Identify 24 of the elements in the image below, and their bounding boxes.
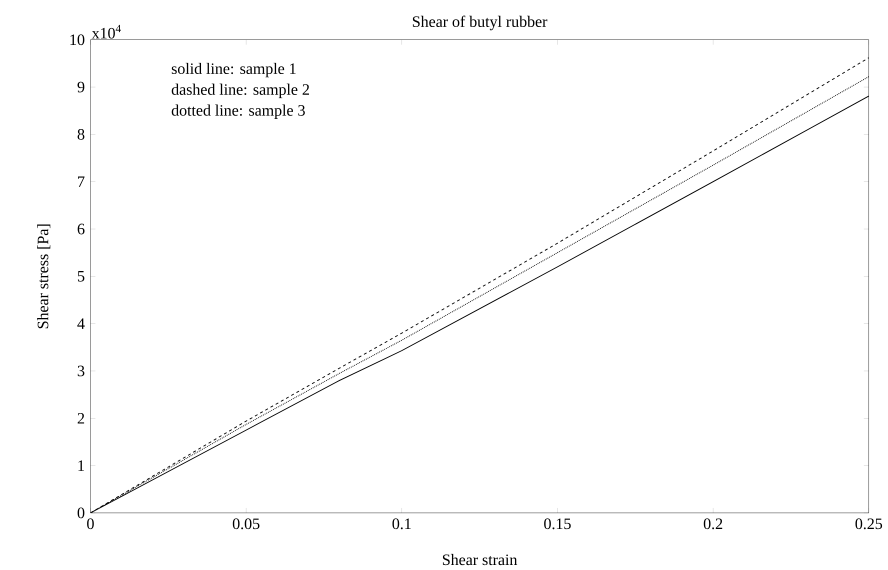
y-tick-label: 1	[78, 460, 84, 471]
x-tick-label: 0.15	[544, 518, 571, 530]
y-tick-label: 4	[77, 318, 85, 329]
y-tick-label: 9	[78, 82, 84, 92]
y-tick-label: 10	[70, 34, 84, 45]
y-tick-label: 2	[78, 412, 84, 424]
chart-title: Shear of butyl rubber	[412, 15, 548, 30]
x-tick-label: 0.05	[232, 518, 260, 530]
y-tick-label: 8	[78, 128, 84, 140]
x-axis-title: Shear strain	[442, 554, 518, 565]
annotation: dotted line: sample 3	[172, 104, 305, 119]
y-tick-label: 7	[78, 176, 85, 187]
y-axis-title: Shear stress [Pa]	[37, 224, 50, 328]
annotation: dashed line: sample 2	[172, 83, 310, 98]
y-tick-label: 0	[78, 507, 84, 518]
y-tick-label: 3	[78, 365, 84, 376]
y-tick-label: 5	[78, 270, 84, 282]
annotation: solid line: sample 1	[172, 62, 296, 78]
x-tick-label: 0.1	[392, 518, 411, 530]
x-tick-label: 0	[87, 518, 94, 529]
text: x10$^{4}$	[92, 24, 121, 38]
y-tick-label: 6	[78, 223, 84, 234]
x-tick-label: 0.2	[704, 518, 722, 530]
x-tick-label: 0.25	[855, 518, 882, 530]
